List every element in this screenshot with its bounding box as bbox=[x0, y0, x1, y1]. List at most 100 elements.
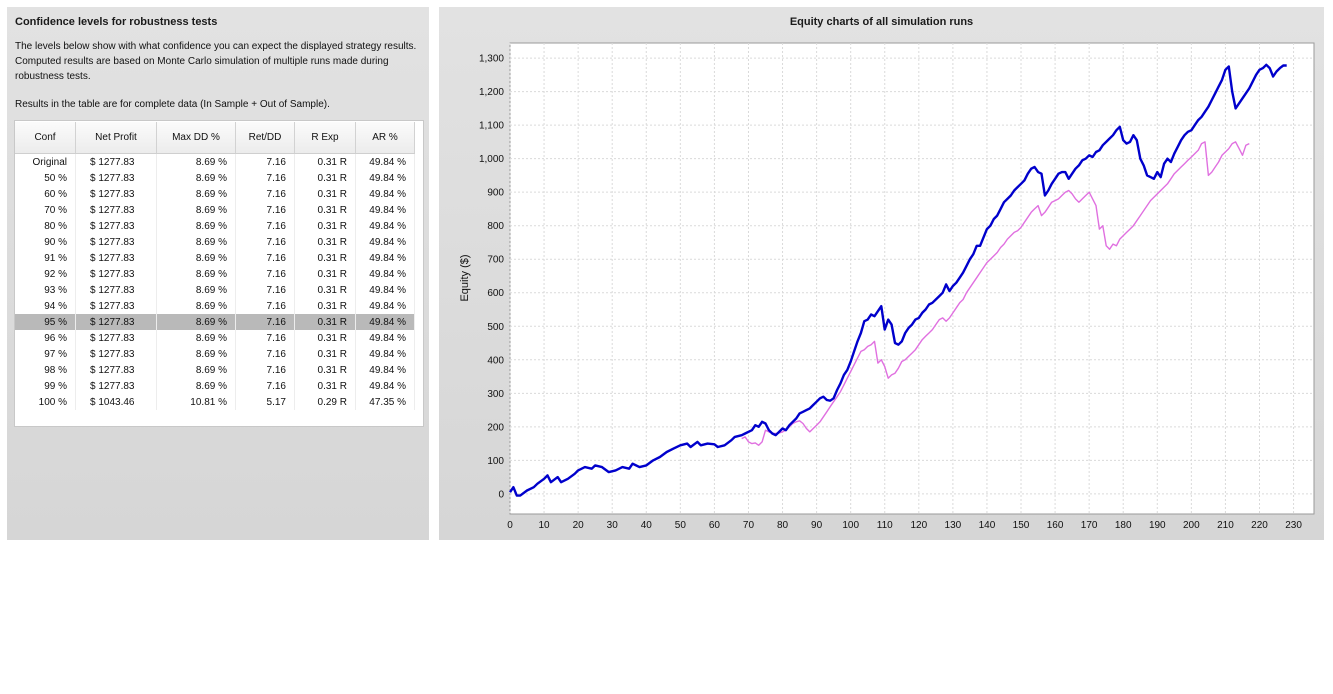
table-cell-r-exp: 0.31 R bbox=[294, 218, 356, 234]
table-row[interactable]: 95 % $ 1277.83 8.69 % 7.16 0.31 R 49.84 % bbox=[15, 314, 415, 330]
column-header-net-profit[interactable]: Net Profit bbox=[75, 122, 157, 154]
table-cell-conf: Original bbox=[15, 153, 76, 170]
table-cell-max-dd: 8.69 % bbox=[156, 298, 236, 314]
table-cell-max-dd: 8.69 % bbox=[156, 378, 236, 394]
table-cell-r-exp: 0.31 R bbox=[294, 314, 356, 330]
table-cell-r-exp: 0.29 R bbox=[294, 394, 356, 410]
table-row[interactable]: 70 % $ 1277.83 8.69 % 7.16 0.31 R 49.84 % bbox=[15, 202, 415, 218]
table-cell-ret-dd: 7.16 bbox=[235, 153, 295, 170]
table-row[interactable]: 80 % $ 1277.83 8.69 % 7.16 0.31 R 49.84 % bbox=[15, 218, 415, 234]
table-cell-ret-dd: 7.16 bbox=[235, 202, 295, 218]
table-row[interactable]: 96 % $ 1277.83 8.69 % 7.16 0.31 R 49.84 % bbox=[15, 330, 415, 346]
x-tick-label: 50 bbox=[675, 520, 687, 531]
table-cell-max-dd: 8.69 % bbox=[156, 314, 236, 330]
confidence-table: Conf Net Profit Max DD % Ret/DD R Exp AR… bbox=[15, 122, 415, 410]
table-row[interactable]: 97 % $ 1277.83 8.69 % 7.16 0.31 R 49.84 % bbox=[15, 346, 415, 362]
table-cell-r-exp: 0.31 R bbox=[294, 330, 356, 346]
table-cell-r-exp: 0.31 R bbox=[294, 234, 356, 250]
table-row[interactable]: 90 % $ 1277.83 8.69 % 7.16 0.31 R 49.84 % bbox=[15, 234, 415, 250]
x-tick-label: 210 bbox=[1217, 520, 1234, 531]
table-cell-r-exp: 0.31 R bbox=[294, 250, 356, 266]
table-cell-ret-dd: 7.16 bbox=[235, 298, 295, 314]
x-tick-label: 30 bbox=[607, 520, 619, 531]
column-header-r-exp[interactable]: R Exp bbox=[294, 122, 356, 154]
table-cell-ret-dd: 7.16 bbox=[235, 282, 295, 298]
table-cell-conf: 50 % bbox=[15, 170, 76, 186]
table-cell-max-dd: 8.69 % bbox=[156, 266, 236, 282]
x-tick-label: 110 bbox=[877, 520, 893, 531]
equity-chart: 01002003004005006007008009001,0001,1001,… bbox=[459, 42, 1315, 531]
table-cell-net-profit: $ 1277.83 bbox=[75, 298, 157, 314]
table-cell-max-dd: 8.69 % bbox=[156, 186, 236, 202]
table-cell-conf: 92 % bbox=[15, 266, 76, 282]
table-cell-ret-dd: 7.16 bbox=[235, 186, 295, 202]
table-cell-ar: 49.84 % bbox=[355, 298, 415, 314]
y-tick-label: 200 bbox=[487, 422, 504, 433]
table-row[interactable]: 94 % $ 1277.83 8.69 % 7.16 0.31 R 49.84 % bbox=[15, 298, 415, 314]
y-tick-label: 900 bbox=[487, 188, 504, 199]
table-cell-ar: 49.84 % bbox=[355, 186, 415, 202]
table-row[interactable]: 98 % $ 1277.83 8.69 % 7.16 0.31 R 49.84 % bbox=[15, 362, 415, 378]
table-cell-ret-dd: 7.16 bbox=[235, 218, 295, 234]
table-cell-ret-dd: 7.16 bbox=[235, 314, 295, 330]
table-cell-conf: 91 % bbox=[15, 250, 76, 266]
table-cell-r-exp: 0.31 R bbox=[294, 170, 356, 186]
table-cell-net-profit: $ 1277.83 bbox=[75, 218, 157, 234]
table-cell-net-profit: $ 1277.83 bbox=[75, 362, 157, 378]
y-tick-label: 400 bbox=[487, 355, 504, 366]
y-axis-ticks: 0 100 200 300 400 500 600 700 800 900 1,000 1,100 1,… bbox=[479, 54, 504, 501]
table-row[interactable]: 50 % $ 1277.83 8.69 % 7.16 0.31 R 49.84 % bbox=[15, 170, 415, 186]
y-tick-label: 1,200 bbox=[479, 87, 504, 98]
table-row[interactable]: Original $ 1277.83 8.69 % 7.16 0.31 R 49.84 % bbox=[15, 153, 415, 170]
x-tick-label: 120 bbox=[910, 520, 927, 531]
table-cell-r-exp: 0.31 R bbox=[294, 153, 356, 170]
table-cell-net-profit: $ 1277.83 bbox=[75, 186, 157, 202]
table-cell-r-exp: 0.31 R bbox=[294, 282, 356, 298]
table-cell-ret-dd: 7.16 bbox=[235, 266, 295, 282]
table-cell-ar: 49.84 % bbox=[355, 346, 415, 362]
table-cell-ar: 49.84 % bbox=[355, 153, 415, 170]
table-cell-conf: 80 % bbox=[15, 218, 76, 234]
table-cell-net-profit: $ 1277.83 bbox=[75, 170, 157, 186]
table-cell-ar: 49.84 % bbox=[355, 282, 415, 298]
table-cell-ar: 49.84 % bbox=[355, 170, 415, 186]
table-cell-max-dd: 8.69 % bbox=[156, 170, 236, 186]
x-tick-label: 60 bbox=[709, 520, 721, 531]
table-cell-ar: 49.84 % bbox=[355, 378, 415, 394]
table-cell-net-profit: $ 1277.83 bbox=[75, 202, 157, 218]
plot-area bbox=[509, 42, 1315, 515]
table-cell-max-dd: 8.69 % bbox=[156, 234, 236, 250]
x-tick-label: 140 bbox=[979, 520, 996, 531]
x-axis-ticks: 0 10 20 30 40 50 60 70 80 90 100 110 120 130 140 150 160… bbox=[507, 520, 1302, 531]
x-tick-label: 230 bbox=[1285, 520, 1302, 531]
table-cell-conf: 96 % bbox=[15, 330, 76, 346]
column-header-conf[interactable]: Conf bbox=[15, 122, 76, 154]
table-row[interactable]: 92 % $ 1277.83 8.69 % 7.16 0.31 R 49.84 % bbox=[15, 266, 415, 282]
table-cell-max-dd: 8.69 % bbox=[156, 282, 236, 298]
table-cell-conf: 100 % bbox=[15, 394, 76, 410]
confidence-table-container[interactable]: Conf Net Profit Max DD % Ret/DD R Exp AR… bbox=[14, 120, 424, 427]
table-cell-r-exp: 0.31 R bbox=[294, 346, 356, 362]
table-row[interactable]: 93 % $ 1277.83 8.69 % 7.16 0.31 R 49.84 % bbox=[15, 282, 415, 298]
x-tick-label: 150 bbox=[1013, 520, 1030, 531]
table-row[interactable]: 60 % $ 1277.83 8.69 % 7.16 0.31 R 49.84 % bbox=[15, 186, 415, 202]
column-header-max-dd[interactable]: Max DD % bbox=[156, 122, 236, 154]
x-tick-label: 70 bbox=[743, 520, 755, 531]
equity-series-line-1 bbox=[741, 141, 1250, 446]
table-row[interactable]: 99 % $ 1277.83 8.69 % 7.16 0.31 R 49.84 % bbox=[15, 378, 415, 394]
table-cell-ar: 49.84 % bbox=[355, 362, 415, 378]
table-cell-ar: 49.84 % bbox=[355, 330, 415, 346]
column-header-ar[interactable]: AR % bbox=[355, 122, 415, 154]
table-cell-net-profit: $ 1277.83 bbox=[75, 266, 157, 282]
x-tick-label: 10 bbox=[539, 520, 551, 531]
table-cell-max-dd: 8.69 % bbox=[156, 362, 236, 378]
table-cell-ret-dd: 7.16 bbox=[235, 234, 295, 250]
table-row[interactable]: 100 % $ 1043.46 10.81 % 5.17 0.29 R 47.35 % bbox=[15, 394, 415, 410]
x-tick-label: 80 bbox=[777, 520, 789, 531]
y-tick-label: 0 bbox=[498, 489, 504, 500]
table-row[interactable]: 91 % $ 1277.83 8.69 % 7.16 0.31 R 49.84 % bbox=[15, 250, 415, 266]
table-cell-ar: 49.84 % bbox=[355, 202, 415, 218]
table-cell-conf: 98 % bbox=[15, 362, 76, 378]
column-header-ret-dd[interactable]: Ret/DD bbox=[235, 122, 295, 154]
table-cell-conf: 70 % bbox=[15, 202, 76, 218]
